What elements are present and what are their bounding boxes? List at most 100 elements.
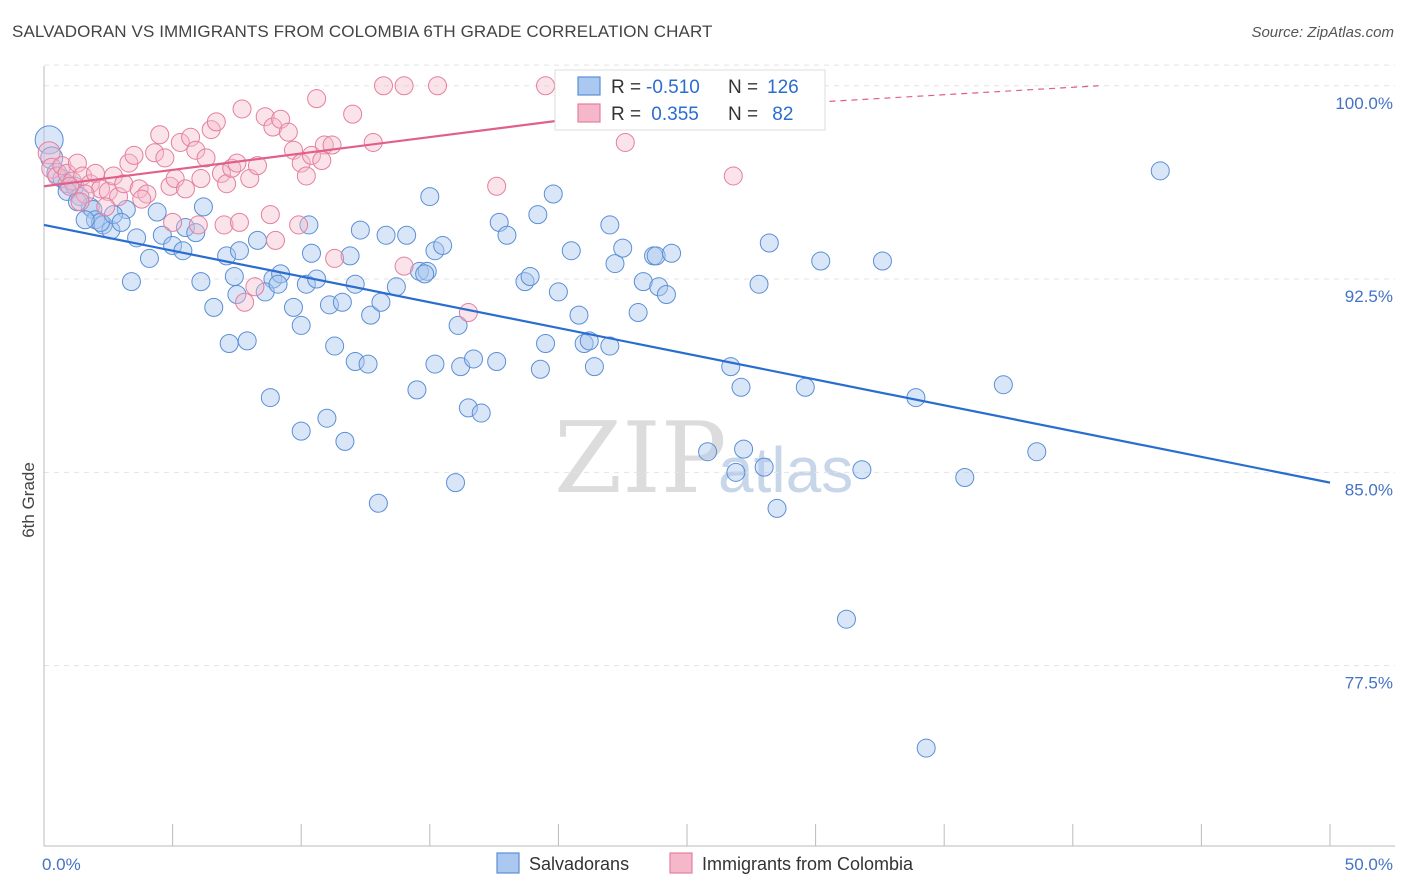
series-legend-salvadorans: Salvadorans	[529, 854, 629, 874]
salvadorans-point	[204, 297, 224, 317]
chart-source: Source: ZipAtlas.com	[1251, 24, 1394, 41]
colombia-point	[289, 215, 309, 235]
colombia-point	[394, 256, 414, 276]
legend-r-label-1: R =	[611, 77, 641, 98]
salvadorans-point	[80, 197, 100, 217]
legend-n-value-1: 126	[767, 77, 799, 98]
colombia-point	[114, 174, 134, 194]
salvadorans-point	[186, 223, 206, 243]
legend-swatch-pink	[577, 103, 601, 123]
salvadorans-point	[139, 248, 159, 268]
series-legend-swatch-salvadorans	[496, 852, 520, 874]
salvadorans-point	[219, 333, 239, 353]
colombia-point	[260, 205, 280, 225]
salvadorans-point	[561, 241, 581, 261]
salvadorans-point	[852, 460, 872, 480]
colombia-point	[206, 112, 226, 132]
salvadorans-point	[767, 498, 787, 518]
colombia-point	[428, 76, 448, 96]
colombia-point	[487, 176, 507, 196]
salvadorans-point	[872, 251, 892, 271]
colombia-point	[255, 107, 275, 127]
colombia-point	[137, 184, 157, 204]
colombia-point	[232, 99, 252, 119]
salvadorans-point	[656, 285, 676, 305]
salvadorans-point	[415, 264, 435, 284]
salvadorans-point	[955, 467, 975, 487]
salvadorans-point	[340, 246, 360, 266]
salvadorans-point	[229, 241, 249, 261]
salvadorans-point	[628, 303, 648, 323]
colombia-point	[278, 122, 298, 142]
colombia-point	[374, 76, 394, 96]
colombia-point	[188, 215, 208, 235]
legend-swatch-blue	[577, 76, 601, 96]
colombia-point	[229, 212, 249, 232]
salvadorans-point	[464, 349, 484, 369]
colombia-point	[175, 179, 195, 199]
axes	[43, 66, 1395, 847]
salvadorans-point	[993, 375, 1013, 395]
salvadorans-point	[446, 473, 466, 493]
colombia-point	[150, 125, 170, 145]
colombia-points	[37, 76, 808, 323]
salvadorans-point	[301, 243, 321, 263]
salvadorans-point	[584, 357, 604, 377]
colombia-point	[343, 104, 363, 124]
salvadorans-point	[548, 282, 568, 302]
salvadorans-point	[371, 292, 391, 312]
legend-n-label-1: N =	[728, 77, 758, 98]
colombia-point	[263, 117, 283, 137]
salvadorans-point	[350, 220, 370, 240]
colombia-point	[170, 132, 190, 152]
salvadorans-point	[224, 266, 244, 286]
salvadorans-point	[420, 187, 440, 207]
salvadorans-point	[734, 439, 754, 459]
colombia-point	[235, 292, 255, 312]
salvadorans-point	[260, 388, 280, 408]
colombia-point	[458, 303, 478, 323]
salvadorans-point	[646, 246, 666, 266]
colombia-point	[124, 145, 144, 165]
colombia-point	[145, 143, 165, 163]
salvadorans-point	[386, 277, 406, 297]
salvadorans-point	[70, 187, 90, 207]
salvadorans-point	[759, 233, 779, 253]
salvadorans-point	[836, 609, 856, 629]
y-tick-label: 92.5%	[1345, 287, 1393, 306]
salvadorans-point	[649, 277, 669, 297]
salvadorans-point	[497, 225, 517, 245]
colombia-point	[191, 169, 211, 189]
colombia-point	[723, 166, 743, 186]
salvadorans-point	[335, 431, 355, 451]
salvadorans-point	[1150, 161, 1170, 181]
salvadorans-point	[731, 377, 751, 397]
colombia-point	[307, 89, 327, 109]
salvadorans-point	[425, 354, 445, 374]
colombia-point	[325, 248, 345, 268]
salvadorans-point	[487, 352, 507, 372]
salvadorans-point	[543, 184, 563, 204]
colombia-point	[536, 76, 556, 96]
salvadorans-point	[600, 336, 620, 356]
salvadorans-point	[579, 331, 599, 351]
salvadorans-point	[237, 331, 257, 351]
salvadorans-point	[515, 272, 535, 292]
salvadorans-point	[417, 261, 437, 281]
salvadorans-point	[345, 274, 365, 294]
colombia-point	[265, 230, 285, 250]
colombia-point	[196, 148, 216, 168]
salvadorans-point	[368, 493, 388, 513]
colombia-point	[60, 176, 80, 196]
salvadorans-point	[662, 243, 682, 263]
colombia-point	[163, 212, 183, 232]
salvadorans-point	[698, 442, 718, 462]
salvadorans-point	[397, 225, 417, 245]
colombia-point	[109, 187, 129, 207]
salvadorans-point	[193, 197, 213, 217]
series-legend-colombia: Immigrants from Colombia	[702, 854, 914, 874]
salvadorans-point	[291, 421, 311, 441]
legend-n-value-2: 82	[767, 104, 793, 125]
colombia-point	[245, 277, 265, 297]
colombia-point	[155, 148, 175, 168]
